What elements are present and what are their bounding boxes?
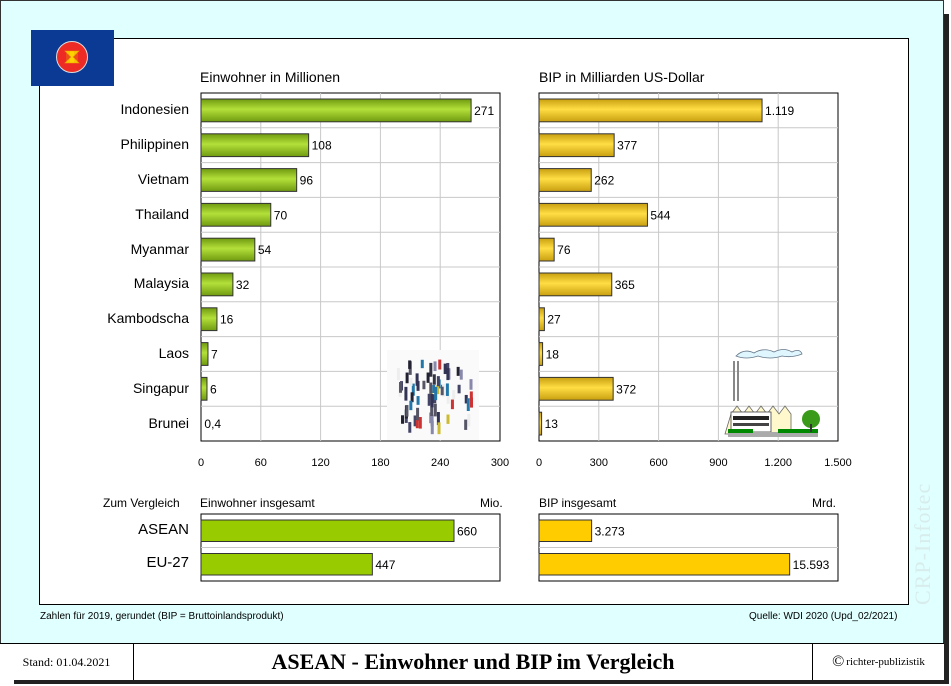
value-label: 365 [615, 278, 635, 292]
bar-asean [200, 519, 455, 542]
stand-date: Stand: 01.04.2021 [0, 644, 134, 680]
total-population-chart: 660 447 [200, 513, 501, 582]
x-tick-label: 0 [198, 457, 204, 469]
value-label: 262 [594, 174, 614, 188]
value-label: 13 [545, 417, 559, 431]
x-tick-label: 600 [649, 457, 667, 469]
value-label: 96 [300, 174, 314, 188]
bar-vietnam [200, 168, 298, 192]
asean-flag-icon [31, 30, 114, 86]
x-tick-label: 120 [311, 457, 329, 469]
frame-shadow-right [944, 14, 949, 684]
value-label: 18 [546, 348, 560, 362]
bar-asean [538, 519, 593, 542]
bar-malaysia [200, 272, 234, 297]
bar-philippinen [538, 133, 615, 158]
comparison-label-eu-27: EU-27 [146, 554, 189, 572]
value-label: 70 [274, 208, 288, 222]
value-label: 3.273 [595, 524, 625, 538]
x-tick-label: 1.500 [824, 457, 852, 469]
value-label: 544 [650, 208, 670, 222]
footnote: Zahlen für 2019, gerundet (BIP = Bruttoi… [40, 611, 284, 622]
x-tick-label: 0 [536, 457, 542, 469]
x-tick-label: 300 [491, 457, 509, 469]
total-gdp-title: BIP insgesamt [539, 496, 617, 510]
category-label-thailand: Thailand [135, 205, 189, 222]
value-label: 7 [211, 348, 218, 362]
category-label-kambodscha: Kambodscha [107, 310, 189, 327]
page-title: ASEAN - Einwohner und BIP im Vergleich [134, 644, 813, 680]
category-label-laos: Laos [158, 345, 189, 361]
watermark: CRP-Infotec [910, 482, 935, 605]
x-tick-label: 1.200 [764, 457, 792, 469]
factory-illustration-icon [724, 349, 820, 437]
crowd-illustration-icon [387, 350, 479, 440]
value-label: 108 [312, 139, 332, 153]
bar-singapur [200, 376, 208, 401]
category-label-vietnam: Vietnam [137, 171, 189, 187]
value-label: 27 [547, 313, 561, 327]
gdp-chart: 1.119 377 262 544 76 365 27 18 372 13 0 300 600 900 1.… [536, 92, 852, 469]
bar-laos [538, 342, 544, 366]
value-label: 76 [557, 243, 571, 257]
category-label-philippinen: Philippinen [120, 136, 190, 153]
value-label: 372 [616, 382, 636, 396]
value-label: 377 [617, 139, 637, 153]
category-label-malaysia: Malaysia [133, 275, 189, 292]
value-label: 54 [258, 243, 272, 257]
footer-bar: Stand: 01.04.2021 ASEAN - Einwohner und … [0, 643, 944, 680]
bar-myanmar [200, 237, 256, 262]
bar-vietnam [538, 168, 592, 192]
frame-shadow-bottom [14, 679, 949, 684]
comparison-label-asean: ASEAN [138, 520, 189, 538]
total-gdp-chart: 3.273 15.593 [538, 513, 839, 582]
population-chart: 271 108 96 70 54 32 16 7 6 0,4 0 60 120 180 240 300 [198, 92, 509, 469]
bar-malaysia [538, 272, 613, 297]
value-label: 32 [236, 278, 250, 292]
bar-brunei [538, 411, 543, 436]
copyright-icon: © [832, 653, 845, 670]
gdp-chart-title: BIP in Milliarden US-Dollar [539, 69, 705, 85]
comparison-label: Zum Vergleich [103, 496, 180, 510]
x-tick-label: 180 [371, 457, 389, 469]
value-label: 271 [474, 104, 494, 118]
value-label: 1.119 [765, 104, 794, 118]
category-label-indonesien: Indonesien [120, 101, 189, 118]
bar-eu-27 [200, 553, 373, 576]
x-tick-label: 240 [431, 457, 449, 469]
value-label: 15.593 [793, 558, 830, 572]
total-population-title: Einwohner insgesamt [200, 496, 315, 510]
value-label: 660 [457, 524, 477, 538]
source-note: Quelle: WDI 2020 (Upd_02/2021) [749, 611, 898, 622]
bar-eu-27 [538, 553, 791, 576]
copyright: © richter-publizistik [813, 644, 944, 680]
population-chart-title: Einwohner in Millionen [200, 69, 341, 85]
x-tick-label: 900 [709, 457, 727, 469]
category-label-myanmar: Myanmar [130, 240, 189, 257]
bar-indonesien [538, 98, 763, 123]
total-population-unit: Mio. [480, 496, 503, 510]
bar-indonesien [200, 98, 472, 123]
bar-thailand [538, 202, 648, 227]
bar-singapur [538, 376, 614, 401]
asean-emblem-icon [56, 41, 88, 73]
bar-thailand [200, 202, 272, 227]
copyright-text: richter-publizistik [846, 656, 925, 668]
bar-kambodscha [200, 307, 218, 332]
category-label-brunei: Brunei [148, 414, 189, 431]
value-label: 6 [210, 382, 217, 396]
x-tick-label: 60 [255, 457, 267, 469]
total-gdp-unit: Mrd. [812, 496, 836, 510]
bar-laos [200, 342, 209, 366]
bar-kambodscha [538, 307, 545, 332]
category-label-singapur: Singapur [132, 379, 189, 396]
value-label: 447 [375, 558, 395, 572]
value-label: 16 [220, 313, 234, 327]
bar-myanmar [538, 237, 555, 262]
value-label: 0,4 [204, 417, 221, 431]
bar-philippinen [200, 133, 310, 158]
x-tick-label: 300 [590, 457, 608, 469]
